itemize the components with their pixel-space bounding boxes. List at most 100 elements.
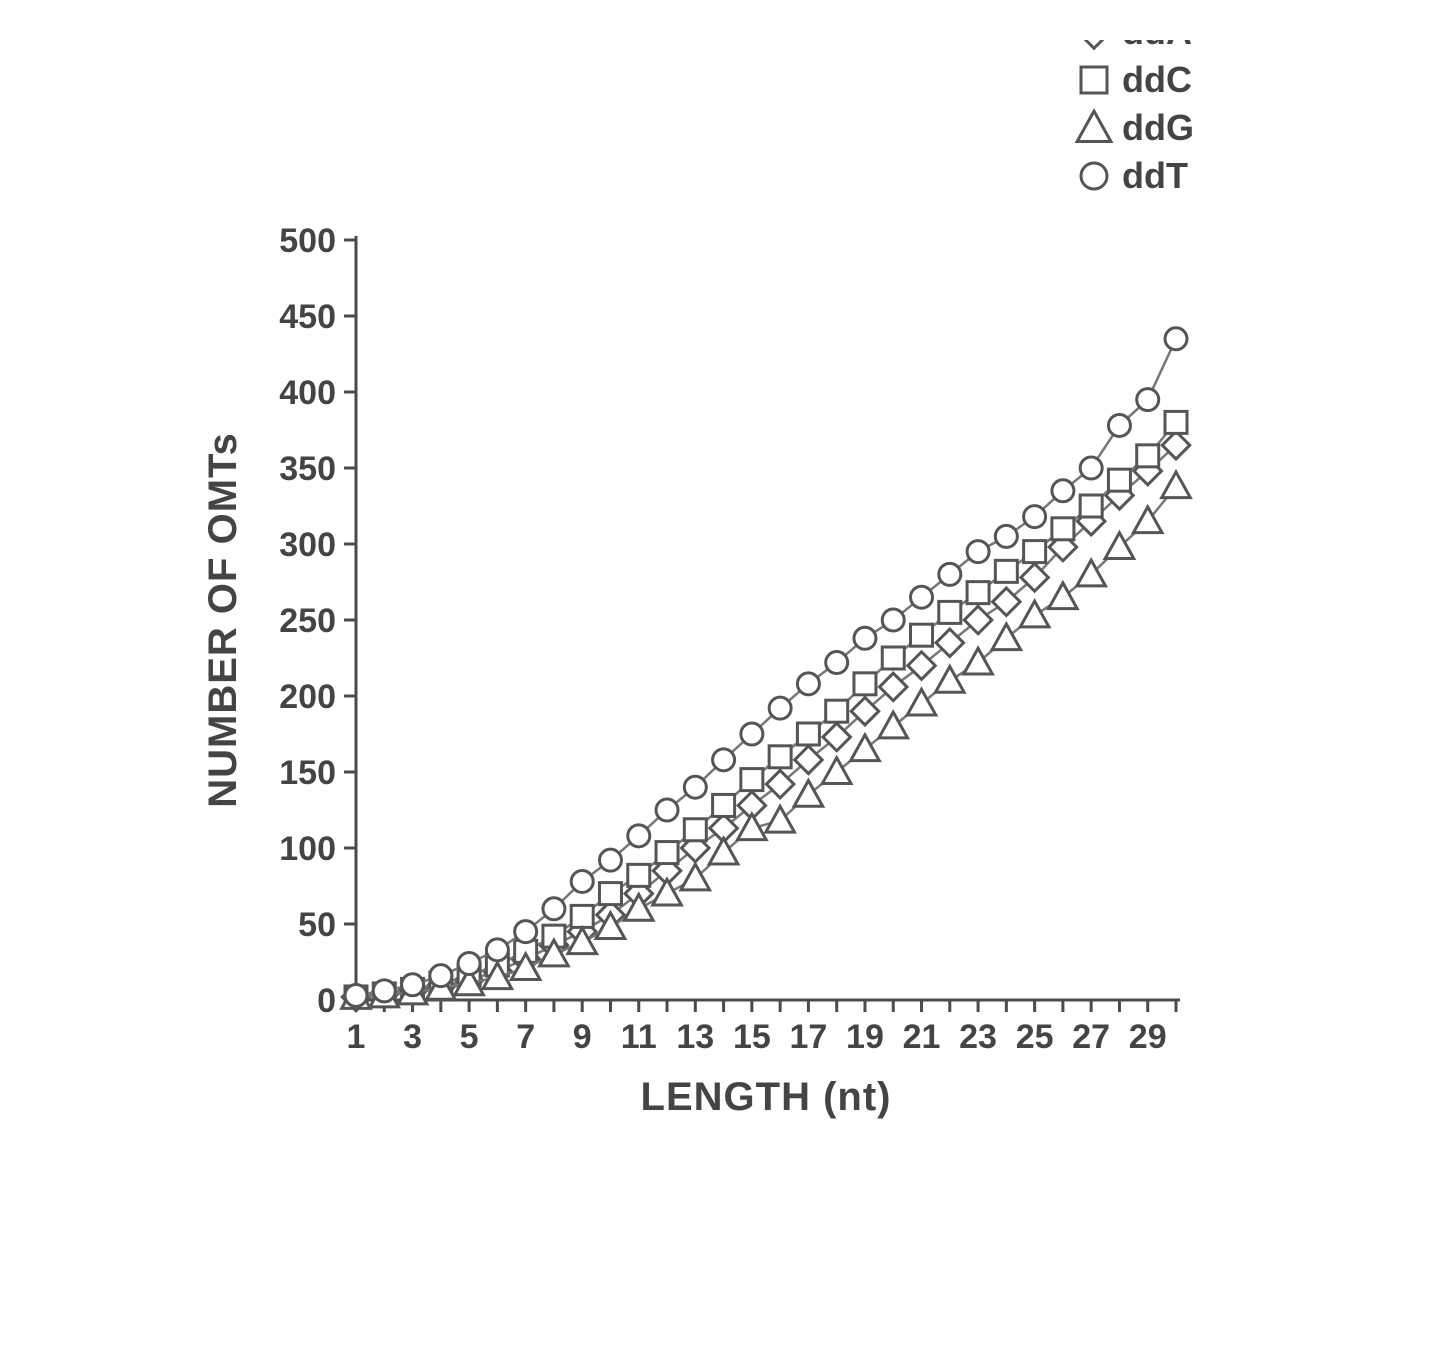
triangle-marker [794, 781, 823, 807]
circle-marker [1024, 506, 1046, 528]
series-line [356, 486, 1176, 997]
circle-marker [797, 673, 819, 695]
square-marker [1052, 518, 1074, 540]
circle-marker [656, 799, 678, 821]
triangle-marker [964, 648, 993, 674]
chart-svg: 0501001502002503003504004505001357911131… [176, 40, 1276, 1140]
y-tick-label: 150 [279, 754, 336, 792]
square-marker [967, 582, 989, 604]
circle-marker [826, 652, 848, 674]
x-tick-label: 15 [733, 1018, 771, 1056]
y-tick-label: 250 [279, 602, 336, 640]
y-tick-label: 350 [279, 450, 336, 488]
square-marker [571, 905, 593, 927]
y-tick-label: 100 [279, 830, 336, 868]
diamond-marker [936, 629, 964, 657]
circle-marker [543, 898, 565, 920]
square-marker [797, 723, 819, 745]
circle-marker [741, 723, 763, 745]
y-tick-label: 300 [279, 526, 336, 564]
square-marker [1081, 67, 1107, 93]
x-tick-label: 3 [403, 1018, 422, 1056]
triangle-marker [1049, 583, 1078, 609]
circle-marker [458, 953, 480, 975]
square-marker [939, 601, 961, 623]
y-tick-label: 450 [279, 298, 336, 336]
circle-marker [430, 965, 452, 987]
square-marker [1137, 445, 1159, 467]
x-tick-label: 13 [676, 1018, 714, 1056]
square-marker [741, 769, 763, 791]
circle-marker [854, 627, 876, 649]
x-tick-label: 11 [621, 1018, 657, 1056]
circle-marker [939, 563, 961, 585]
square-marker [656, 842, 678, 864]
triangle-marker [879, 712, 908, 738]
square-marker [911, 624, 933, 646]
triangle-marker [1162, 472, 1191, 498]
x-tick-label: 9 [573, 1018, 592, 1056]
circle-marker [1081, 163, 1107, 189]
legend-label: ddC [1122, 59, 1192, 100]
square-marker [599, 883, 621, 905]
x-tick-label: 17 [789, 1018, 827, 1056]
square-marker [1024, 541, 1046, 563]
circle-marker [713, 749, 735, 771]
square-marker [684, 819, 706, 841]
x-tick-label: 27 [1072, 1018, 1110, 1056]
y-tick-label: 400 [279, 374, 336, 412]
circle-marker [1137, 389, 1159, 411]
triangle-marker [907, 689, 936, 715]
circle-marker [911, 586, 933, 608]
x-tick-label: 29 [1129, 1018, 1167, 1056]
triangle-marker [822, 758, 851, 784]
chart-container: 0501001502002503003504004505001357911131… [176, 40, 1276, 1140]
square-marker [882, 647, 904, 669]
triangle-marker [1077, 111, 1111, 141]
x-tick-label: 7 [516, 1018, 535, 1056]
x-tick-label: 23 [959, 1018, 997, 1056]
x-tick-label: 21 [903, 1018, 941, 1056]
x-tick-label: 19 [846, 1018, 884, 1056]
triangle-marker [935, 667, 964, 693]
circle-marker [684, 776, 706, 798]
series-line [356, 422, 1176, 997]
x-axis-label: LENGTH (nt) [641, 1075, 892, 1119]
square-marker [1165, 411, 1187, 433]
triangle-marker [851, 735, 880, 761]
triangle-marker [992, 624, 1021, 650]
y-axis-label: NUMBER OF OMTs [201, 432, 245, 807]
circle-marker [1052, 480, 1074, 502]
diamond-marker [964, 606, 992, 634]
square-marker [713, 794, 735, 816]
circle-marker [1165, 328, 1187, 350]
legend: ddA ddC ddG ddT [1077, 40, 1194, 196]
y-tick-label: 200 [279, 678, 336, 716]
legend-label: ddA [1122, 40, 1192, 52]
circle-marker [1080, 457, 1102, 479]
circle-marker [769, 697, 791, 719]
square-marker [1108, 469, 1130, 491]
triangle-marker [653, 879, 682, 905]
triangle-marker [709, 838, 738, 864]
square-marker [1080, 495, 1102, 517]
square-marker [628, 864, 650, 886]
legend-label: ddG [1122, 107, 1194, 148]
circle-marker [402, 974, 424, 996]
x-tick-label: 5 [460, 1018, 479, 1056]
series-line [356, 339, 1176, 996]
x-tick-label: 1 [347, 1018, 366, 1056]
circle-marker [882, 609, 904, 631]
circle-marker [967, 541, 989, 563]
y-tick-label: 50 [298, 906, 336, 944]
circle-marker [373, 980, 395, 1002]
series-ddT [345, 328, 1187, 1007]
circle-marker [486, 939, 508, 961]
circle-marker [995, 525, 1017, 547]
circle-marker [1108, 414, 1130, 436]
circle-marker [599, 849, 621, 871]
circle-marker [571, 870, 593, 892]
legend-label: ddT [1122, 155, 1188, 196]
circle-marker [628, 825, 650, 847]
diamond-marker [908, 652, 936, 680]
